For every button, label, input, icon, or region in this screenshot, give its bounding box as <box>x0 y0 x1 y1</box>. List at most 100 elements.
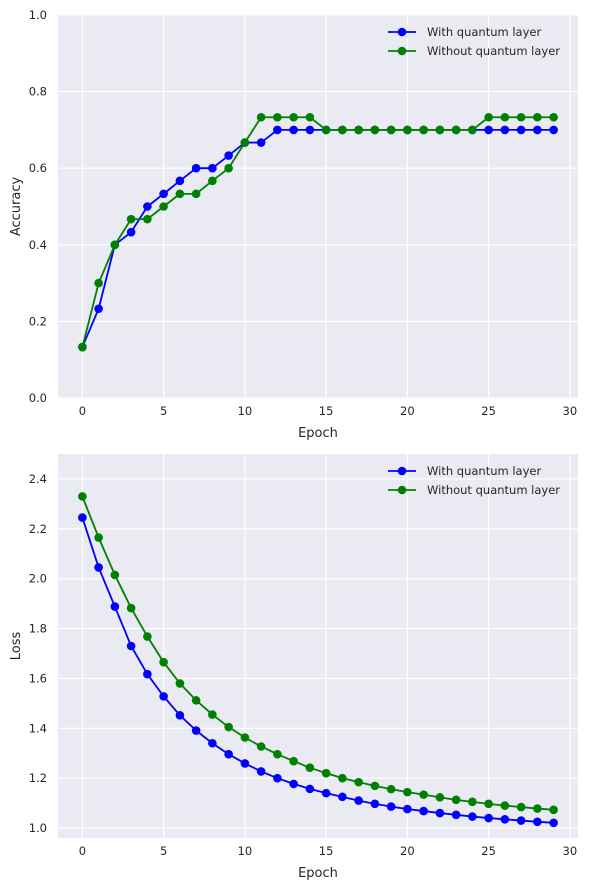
y-tick-label: 2.0 <box>29 572 47 586</box>
x-tick-label: 30 <box>563 404 578 418</box>
plot-area <box>58 454 578 838</box>
legend-label: With quantum layer <box>427 464 541 478</box>
y-tick-label: 2.4 <box>29 472 47 486</box>
data-point <box>224 749 233 759</box>
data-point <box>403 125 412 135</box>
data-point <box>451 125 461 135</box>
y-tick-label: 1.0 <box>29 821 47 835</box>
legend: With quantum layer Without quantum layer <box>388 25 560 58</box>
data-point <box>419 790 428 799</box>
legend-marker <box>397 27 407 37</box>
data-point <box>159 189 168 199</box>
legend: With quantum layer Without quantum layer <box>388 464 560 497</box>
data-point <box>549 805 558 815</box>
data-point <box>159 692 168 701</box>
x-tick-label: 20 <box>400 844 415 858</box>
data-point <box>533 125 542 135</box>
data-point <box>484 799 493 809</box>
x-tick-label: 25 <box>481 404 496 418</box>
y-tick-label: 0.8 <box>29 85 47 99</box>
data-point <box>549 818 558 828</box>
data-point <box>78 492 87 501</box>
data-point <box>386 784 396 794</box>
plot-area <box>58 15 578 398</box>
data-point <box>159 202 168 211</box>
data-point <box>240 733 250 742</box>
data-point <box>208 163 217 173</box>
x-tick-label: 10 <box>238 404 253 418</box>
y-tick-label: 1.4 <box>29 721 47 735</box>
data-point <box>208 738 217 748</box>
y-tick-label: 0.2 <box>29 314 47 328</box>
data-point <box>370 799 380 809</box>
data-point <box>224 151 233 160</box>
data-point <box>224 163 233 173</box>
data-point <box>403 787 412 797</box>
data-point <box>94 304 103 314</box>
legend-label: Without quantum layer <box>427 483 560 497</box>
y-tick-label: 2.2 <box>29 522 47 536</box>
data-point <box>256 112 266 122</box>
x-tick-label: 0 <box>79 844 86 858</box>
data-point <box>289 756 298 766</box>
data-point <box>354 777 363 787</box>
series-0 <box>78 513 558 828</box>
legend-marker <box>397 485 407 495</box>
data-point <box>143 632 152 641</box>
data-point <box>500 125 510 135</box>
y-tick-label: 0.4 <box>29 238 47 252</box>
data-point <box>451 810 461 820</box>
data-point <box>386 125 396 135</box>
data-point <box>370 125 380 135</box>
data-point <box>143 669 152 679</box>
data-point <box>516 802 526 812</box>
data-point <box>321 768 331 778</box>
data-point <box>78 513 87 522</box>
data-point <box>386 802 396 811</box>
data-point <box>191 189 201 199</box>
y-axis-label: Accuracy <box>9 177 24 237</box>
data-point <box>208 176 217 186</box>
data-point <box>126 603 136 613</box>
data-point <box>516 816 526 825</box>
data-point <box>110 570 120 580</box>
data-point <box>419 806 428 816</box>
data-point <box>159 657 168 667</box>
accuracy-chart: 0 5 10 15 20 25 30 0.0 0.2 0.4 0.6 0.8 1.0 Epoch Accur… <box>9 8 578 441</box>
loss-chart: 0 5 10 15 20 25 30 1.0 1.2 1.4 1.6 1.8 2.0 2.2 2.4 Epoc… <box>9 454 578 881</box>
data-point <box>370 781 380 791</box>
data-point <box>549 125 558 135</box>
data-point <box>94 278 103 288</box>
data-point <box>110 602 120 611</box>
data-point <box>403 804 412 814</box>
data-point <box>273 773 282 783</box>
data-point <box>143 202 152 211</box>
x-tick-label: 5 <box>160 844 167 858</box>
data-point <box>94 533 103 542</box>
y-tick-label: 1.6 <box>29 671 47 685</box>
data-point <box>321 125 331 135</box>
data-point <box>240 759 250 768</box>
data-point <box>240 138 250 147</box>
data-point <box>191 726 201 735</box>
data-point <box>273 112 282 122</box>
data-point <box>126 641 136 651</box>
data-point <box>451 795 461 805</box>
data-point <box>305 784 315 794</box>
data-point <box>175 679 185 688</box>
data-point <box>256 138 266 147</box>
data-point <box>354 796 363 805</box>
legend-label: With quantum layer <box>427 25 541 39</box>
data-point <box>94 563 103 572</box>
data-point <box>484 125 493 135</box>
data-point <box>126 214 136 224</box>
legend-label: Without quantum layer <box>427 44 560 58</box>
data-point <box>533 804 542 813</box>
data-point <box>484 813 493 823</box>
data-point <box>468 125 477 135</box>
y-tick-label: 1.8 <box>29 622 47 636</box>
data-point <box>143 214 152 224</box>
data-point <box>273 125 282 135</box>
y-tick-label: 1.2 <box>29 771 47 785</box>
